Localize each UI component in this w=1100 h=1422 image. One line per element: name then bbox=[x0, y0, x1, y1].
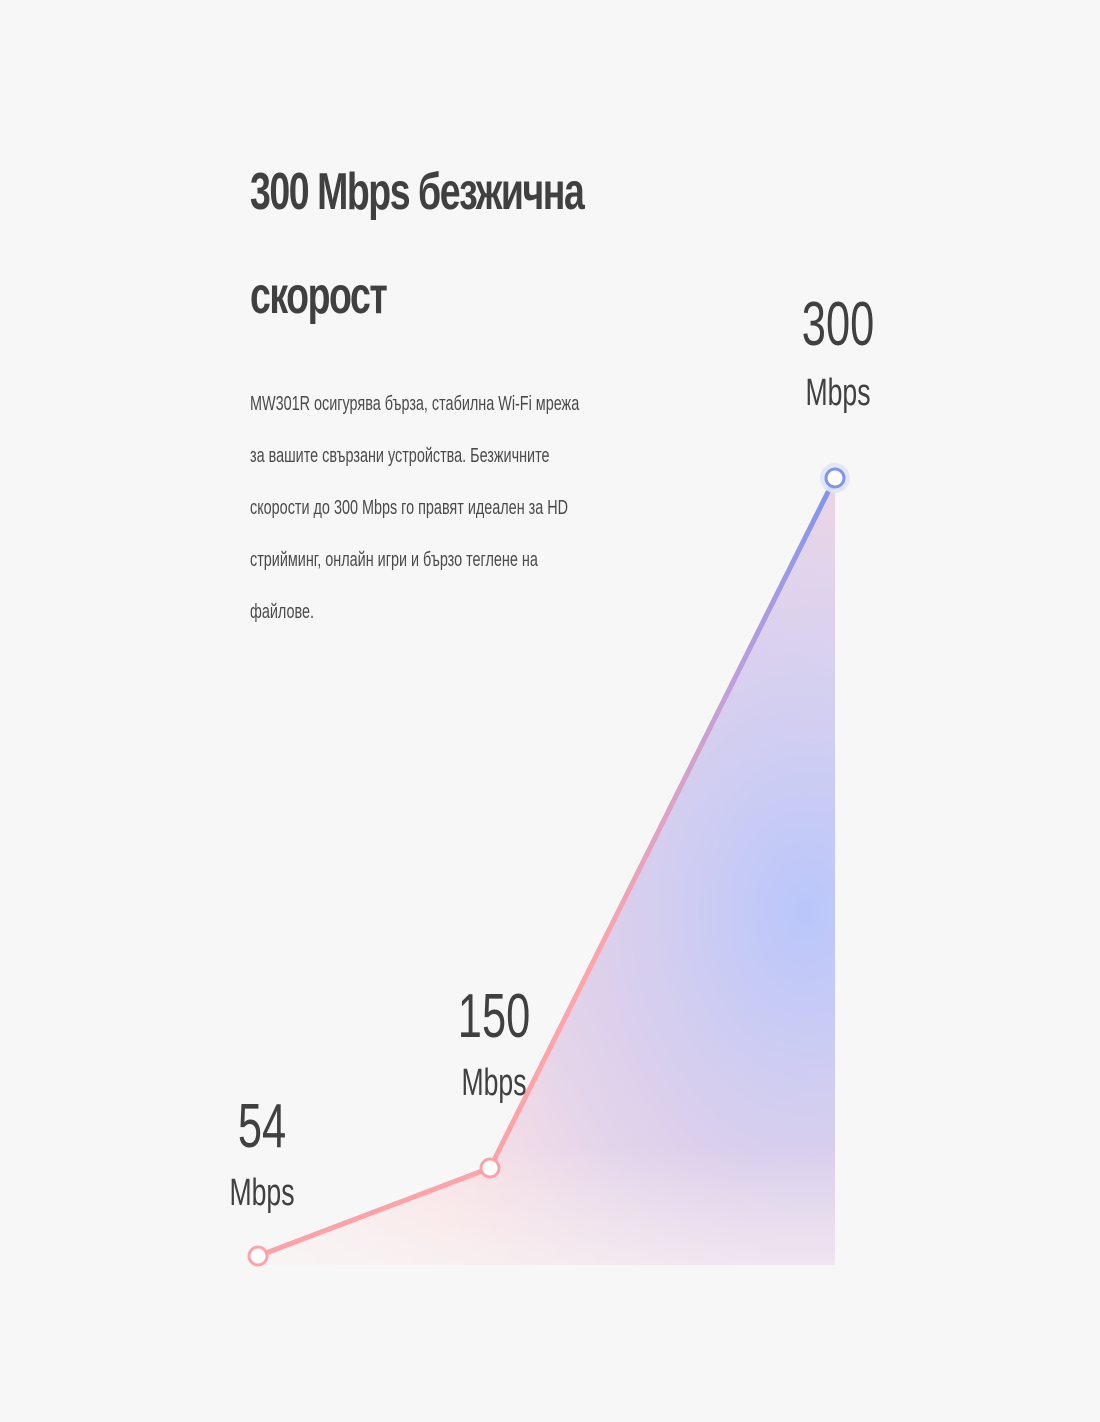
data-label-150: 150 Mbps bbox=[458, 983, 530, 1104]
data-label-unit: Mbps bbox=[229, 1170, 294, 1213]
data-label-value: 300 bbox=[802, 291, 874, 359]
chart-point-150 bbox=[479, 1157, 501, 1179]
section-description: MW301R осигурява бърза, стабилна Wi-Fi м… bbox=[250, 393, 580, 623]
chart-point-300 bbox=[824, 467, 846, 489]
title-line-2: скорост bbox=[250, 267, 388, 325]
chart-point-54 bbox=[247, 1245, 269, 1267]
data-label-unit: Mbps bbox=[461, 1060, 526, 1103]
data-label-300: 300 Mbps bbox=[802, 291, 874, 414]
data-label-54: 54 Mbps bbox=[229, 1093, 294, 1214]
data-label-value: 150 bbox=[458, 983, 530, 1051]
chart-area-fade bbox=[258, 478, 835, 1265]
data-label-value: 54 bbox=[238, 1093, 286, 1161]
data-label-unit: Mbps bbox=[805, 370, 870, 413]
